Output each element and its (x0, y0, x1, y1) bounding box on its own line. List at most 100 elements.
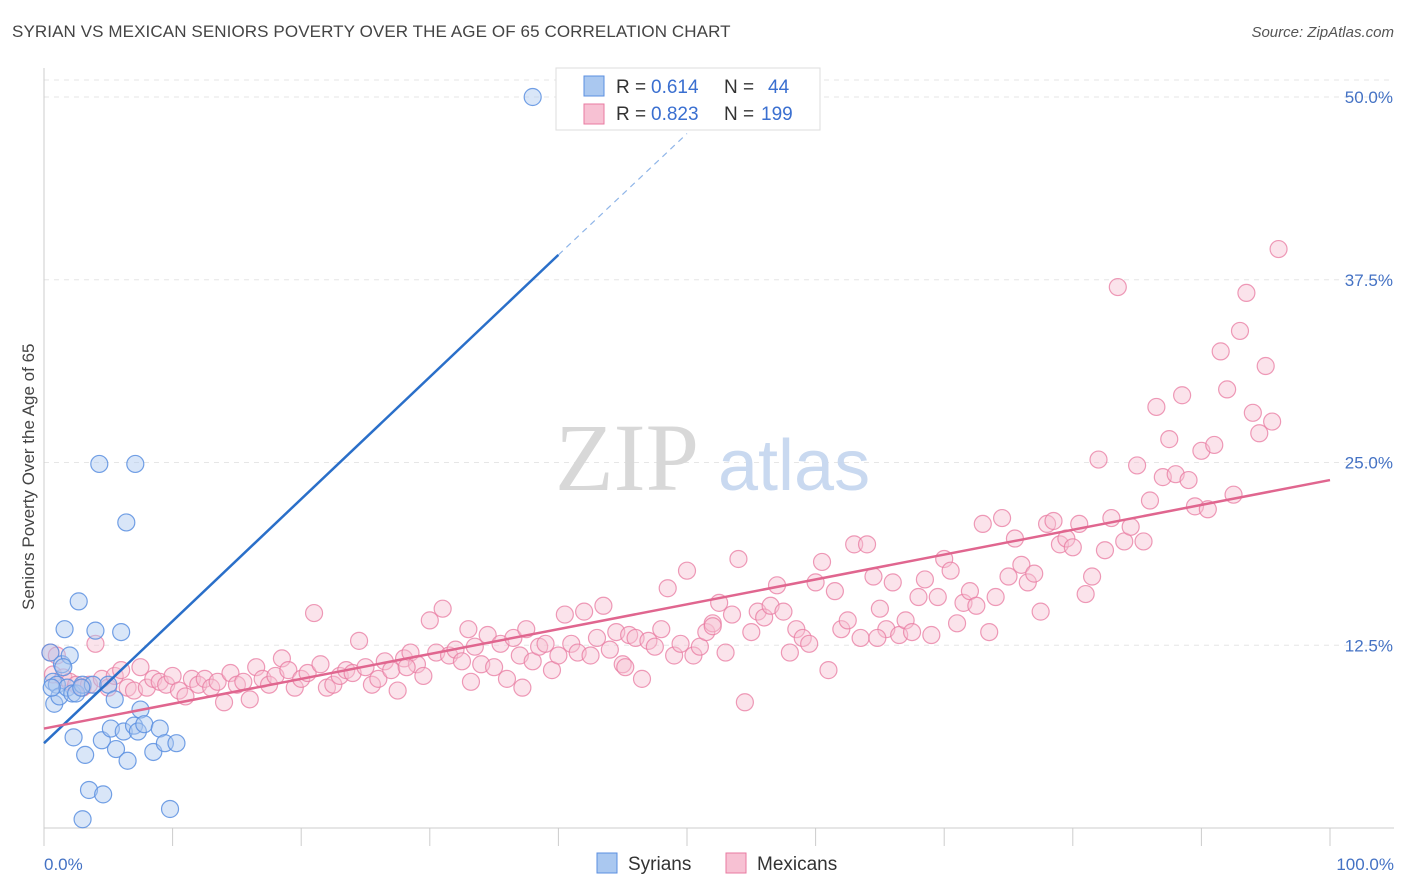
syrians-point (160, 799, 180, 819)
mexicans-point (549, 646, 568, 665)
mexicans-point (600, 640, 619, 659)
watermark-atlas: atlas (718, 426, 870, 506)
mexicans-point (397, 658, 416, 677)
mexicans-point (1147, 397, 1166, 417)
mexicans-point (388, 681, 407, 700)
mexicans-point (806, 573, 825, 592)
mexicans-point (1237, 283, 1256, 303)
watermark-zip: ZIP (555, 404, 699, 511)
mexicans-point (433, 599, 452, 618)
mexicans-point (915, 570, 935, 589)
y-axis-label: Seniors Poverty Over the Age of 65 (19, 344, 38, 610)
mexicans-point (240, 690, 259, 709)
y-tick-label: 37.5% (1345, 271, 1393, 290)
mexicans-point (742, 622, 761, 642)
syrians-point (42, 678, 61, 697)
mexicans-point (845, 535, 864, 554)
mexicans-point (857, 535, 877, 554)
y-tick-label: 12.5% (1345, 636, 1393, 655)
syrians-point (118, 751, 137, 770)
syrians-bottom-label: Syrians (628, 854, 691, 875)
syrians-bottom-swatch (596, 852, 618, 874)
mexicans-point (1095, 541, 1115, 560)
mexicans-point (928, 587, 947, 607)
mexicans-point (800, 634, 819, 653)
mexicans-point (703, 617, 722, 636)
syrians-point (47, 675, 66, 694)
syrians-point (523, 87, 542, 107)
mexicans-point (883, 573, 902, 592)
syrians-point (60, 646, 79, 665)
trendlines (43, 133, 1331, 745)
mexicans-point (722, 605, 742, 624)
mexicans-point (279, 661, 298, 680)
mexicans-points (41, 239, 1288, 712)
syrians-point (105, 690, 124, 709)
mexicans-r-label: R = (616, 104, 646, 125)
mexicans-point (1025, 564, 1044, 583)
mexicans-trendline (43, 478, 1331, 730)
mexicans-point (43, 665, 63, 684)
mexicans-point (774, 602, 793, 621)
syrians-point (86, 621, 105, 640)
syrians-point (135, 715, 154, 734)
mexicans-n-value: 199 (761, 104, 793, 125)
mexicans-point (1108, 277, 1127, 297)
mexicans-point (208, 672, 227, 691)
mexicans-point (485, 658, 504, 677)
mexicans-point (1127, 456, 1147, 475)
mexicans-point (652, 620, 671, 639)
mexicans-point (973, 514, 992, 534)
syrians-n-label: N = (724, 77, 754, 98)
mexicans-point (671, 634, 690, 653)
mexicans-point (658, 579, 677, 598)
x-tick-label-max: 100.0% (1336, 855, 1394, 874)
mexicans-point (729, 549, 748, 569)
mexicans-point (349, 631, 369, 650)
mexicans-point (992, 508, 1012, 528)
mexicans-point (594, 596, 613, 615)
mexicans-point (947, 614, 967, 633)
mexicans-point (1173, 386, 1192, 405)
mexicans-point (497, 669, 517, 688)
mexicans-point (986, 587, 1005, 607)
stats-legend: R = 0.614 N = 44 R = 0.823 N = 199 (555, 67, 821, 131)
mexicans-point (581, 646, 600, 665)
mexicans-point (1044, 511, 1063, 531)
mexicans-point (1256, 356, 1275, 376)
mexicans-point (868, 628, 887, 648)
mexicans-point (214, 693, 234, 712)
chart-title: SYRIAN VS MEXICAN SENIORS POVERTY OVER T… (12, 22, 731, 41)
mexicans-point (1134, 532, 1153, 551)
mexicans-point (941, 561, 960, 580)
axes (43, 68, 1394, 829)
mexicans-point (851, 628, 870, 648)
mexicans-point (735, 693, 754, 712)
mexicans-point (838, 611, 857, 630)
mexicans-point (909, 587, 928, 607)
mexicans-point (414, 666, 433, 686)
syrians-point (69, 592, 88, 611)
syrians-n-value: 44 (768, 77, 790, 98)
mexicans-point (1230, 321, 1250, 341)
mexicans-point (1243, 403, 1262, 422)
syrians-r-value: 0.614 (651, 77, 699, 98)
mexicans-point (272, 649, 292, 668)
syrians-point (54, 658, 73, 677)
syrians-point (58, 678, 77, 697)
mexicans-point (1063, 538, 1082, 557)
syrians-legend-swatch (583, 75, 605, 97)
x-tick-label-min: 0.0% (44, 855, 83, 874)
mexicans-point (716, 643, 735, 662)
mexicans-point (575, 602, 594, 621)
syrians-point (94, 785, 113, 804)
mexicans-point (999, 567, 1018, 586)
mexicans-point (1089, 450, 1108, 469)
mexicans-point (967, 596, 986, 615)
mexicans-point (1250, 424, 1269, 443)
mexicans-point (461, 672, 481, 691)
mexicans-point (536, 634, 555, 653)
mexicans-point (1082, 567, 1102, 586)
watermark: ZIP atlas (555, 404, 870, 511)
mexicans-point (587, 628, 607, 648)
